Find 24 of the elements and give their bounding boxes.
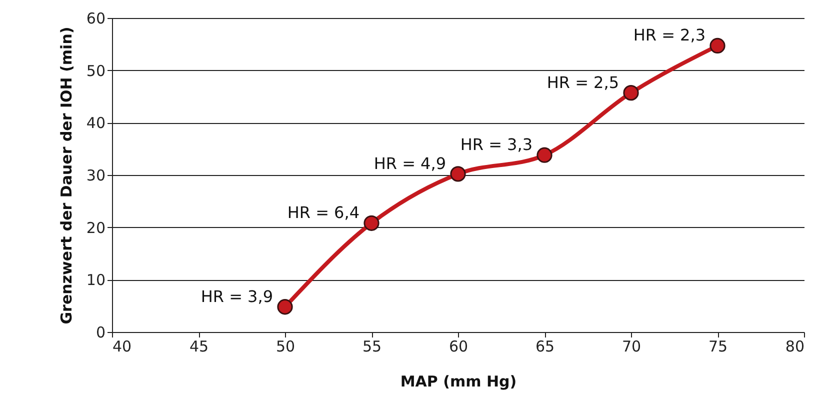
y-tick-label: 30	[86, 166, 106, 184]
x-tick-label: 45	[189, 338, 209, 356]
y-tick-label: 10	[86, 271, 106, 290]
x-tick-label: 60	[448, 338, 468, 356]
x-tick-label: 70	[622, 338, 642, 356]
x-axis-title: MAP (mm Hg)	[400, 372, 517, 390]
y-tick-label: 40	[86, 114, 106, 132]
y-tick-label: 20	[86, 218, 106, 237]
x-tick-label: 65	[535, 338, 555, 356]
x-tick-label: 40	[112, 338, 132, 356]
x-tick-label: 50	[276, 338, 296, 356]
y-axis-title: Grenzwert der Dauer der IOH (min)	[57, 26, 76, 324]
x-tick-label: 75	[708, 338, 728, 356]
x-tick-label: 80	[785, 338, 804, 356]
y-tick-label: 50	[86, 62, 106, 80]
annotation: HR = 2,5	[546, 72, 619, 92]
annotation: HR = 4,9	[374, 154, 446, 173]
y-tick-label: 60	[86, 10, 106, 28]
annotation: HR = 3,9	[200, 286, 273, 306]
x-tick-label: 55	[362, 338, 382, 356]
annotation: HR = 3,3	[460, 135, 532, 154]
y-tick-label: 0	[96, 324, 106, 342]
annotation: HR = 6,4	[287, 203, 360, 222]
annotation: HR = 2,3	[633, 26, 706, 45]
